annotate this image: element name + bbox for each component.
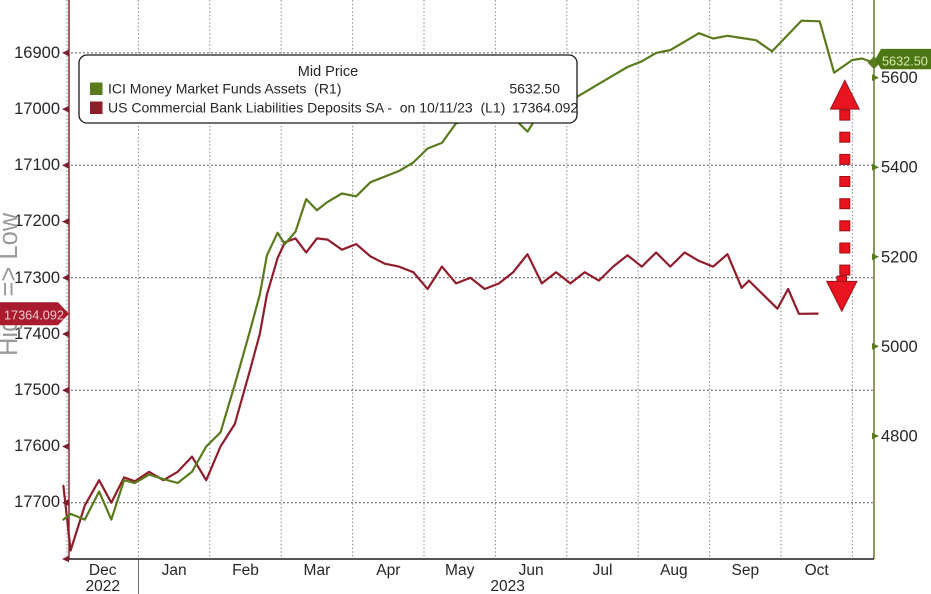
svg-text:17100: 17100 [14,156,60,174]
svg-text:Dec: Dec [89,562,117,579]
svg-text:5200: 5200 [881,248,918,266]
svg-text:17500: 17500 [14,381,60,399]
svg-text:US Commercial Bank Liabilities: US Commercial Bank Liabilities Deposits … [108,99,505,115]
svg-text:5600: 5600 [881,69,918,87]
svg-text:Jun: Jun [519,562,544,579]
svg-text:17000: 17000 [14,100,60,118]
svg-text:17600: 17600 [14,437,60,455]
svg-text:High => Low: High => Low [0,212,23,356]
svg-text:5632.50: 5632.50 [509,80,560,96]
svg-text:Oct: Oct [805,562,830,579]
svg-text:5632.50: 5632.50 [882,54,928,68]
svg-text:May: May [445,562,475,579]
svg-text:Mar: Mar [304,562,331,579]
svg-text:4800: 4800 [881,428,918,446]
svg-text:16900: 16900 [14,44,60,62]
svg-text:Aug: Aug [660,562,688,579]
svg-text:ICI Money Market Funds Assets: ICI Money Market Funds Assets (R1) [108,80,341,96]
svg-text:17364.092: 17364.092 [512,99,578,115]
svg-text:Mid Price: Mid Price [298,64,358,80]
svg-text:Apr: Apr [376,562,400,579]
svg-text:Jul: Jul [593,562,613,579]
svg-text:17364.092: 17364.092 [4,308,64,322]
svg-text:5400: 5400 [881,159,918,177]
svg-text:5000: 5000 [881,338,918,356]
svg-text:Jan: Jan [162,562,187,579]
svg-text:Sep: Sep [732,562,760,579]
svg-text:17700: 17700 [14,493,60,511]
svg-text:2023: 2023 [490,578,524,594]
svg-text:2022: 2022 [85,578,119,594]
svg-text:Feb: Feb [232,562,259,579]
